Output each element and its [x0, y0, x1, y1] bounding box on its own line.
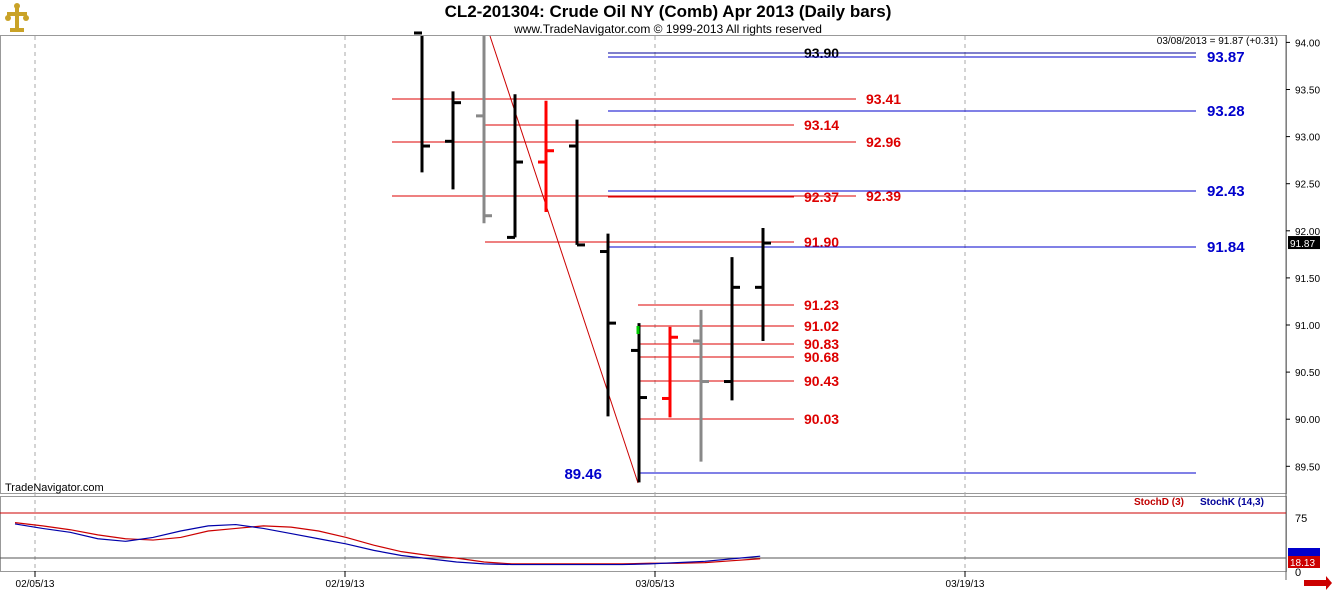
x-tick-label: 02/19/13 — [326, 579, 365, 590]
level-label: 92.43 — [1207, 183, 1245, 200]
watermark: TradeNavigator.com — [5, 482, 104, 494]
level-label: 92.37 — [804, 189, 839, 205]
x-tick-label: 02/05/13 — [16, 579, 55, 590]
level-label: 89.46 — [564, 466, 602, 483]
y-tick-label: 90.50 — [1295, 368, 1320, 379]
legend-stochd: StochD (3) — [1134, 497, 1184, 508]
stochk-line — [14, 523, 761, 566]
chart-subtitle: www.TradeNavigator.com © 1999-2013 All r… — [514, 22, 822, 36]
level-label: 90.68 — [804, 349, 839, 365]
stoch-y-label: 75 — [1295, 513, 1307, 525]
level-label: 93.87 — [1207, 49, 1245, 66]
y-tick-label: 92.00 — [1295, 227, 1320, 238]
last-price-status: 03/08/2013 = 91.87 (+0.31) — [1156, 36, 1278, 47]
level-label: 90.43 — [804, 373, 839, 389]
scroll-right-icon — [1304, 576, 1332, 590]
level-label: 92.39 — [866, 188, 901, 204]
chart-title: CL2-201304: Crude Oil NY (Comb) Apr 2013… — [444, 2, 892, 21]
stoch-y-label: 0 — [1295, 567, 1301, 579]
y-tick-label: 91.00 — [1295, 321, 1320, 332]
level-label: 93.14 — [804, 117, 839, 133]
stoch-panel-frame — [0, 496, 1287, 572]
y-tick-label: 91.50 — [1295, 274, 1320, 285]
y-tick-label: 93.50 — [1295, 86, 1320, 97]
last-price-label: 91.87 — [1290, 239, 1315, 250]
y-tick-label: 89.50 — [1295, 462, 1320, 473]
stochd-value-box — [1288, 556, 1320, 568]
level-label: 91.90 — [804, 234, 839, 250]
y-tick-label: 92.50 — [1295, 180, 1320, 191]
last-price-box — [1288, 236, 1320, 250]
legend-stochk: StochK (14,3) — [1200, 497, 1264, 508]
level-label: 91.02 — [804, 318, 839, 334]
y-tick-label: 90.00 — [1295, 415, 1320, 426]
level-label: 93.90 — [804, 45, 839, 61]
level-label: 90.83 — [804, 336, 839, 352]
y-tick-label: 94.00 — [1295, 38, 1320, 49]
x-tick-label: 03/19/13 — [946, 579, 985, 590]
price-panel-frame — [0, 35, 1287, 494]
level-label: 92.96 — [866, 134, 901, 150]
x-tick-label: 03/05/13 — [636, 579, 675, 590]
level-label: 90.03 — [804, 411, 839, 427]
level-label: 93.41 — [866, 91, 901, 107]
y-tick-label: 93.00 — [1295, 133, 1320, 144]
level-label: 91.84 — [1207, 239, 1245, 256]
tradenavigator-logo-icon — [4, 2, 30, 34]
level-label: 93.28 — [1207, 103, 1245, 120]
stochk-value-box — [1288, 548, 1320, 556]
level-label: 91.23 — [804, 297, 839, 313]
stoch-last-value: 18.13 — [1290, 558, 1315, 569]
